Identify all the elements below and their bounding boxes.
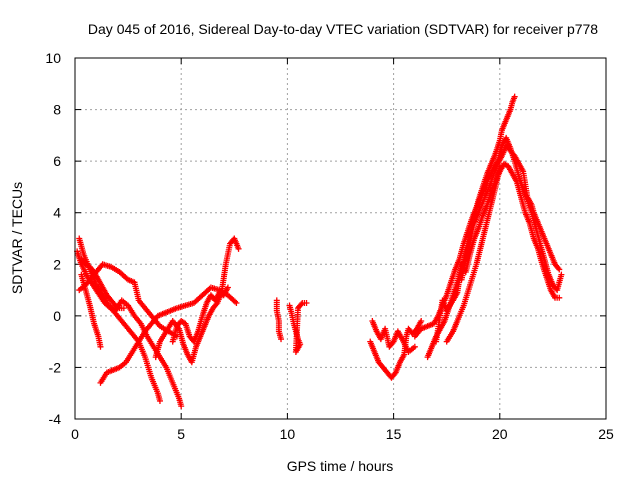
data-point [178, 403, 185, 410]
y-tick-label: -4 [49, 411, 62, 427]
data-points [74, 93, 565, 410]
x-tick-label: 5 [177, 426, 185, 442]
data-point [411, 343, 418, 350]
data-point [303, 299, 310, 306]
y-tick-label: 4 [53, 205, 61, 221]
data-point [418, 318, 425, 325]
x-tick-label: 10 [280, 426, 296, 442]
data-point [298, 301, 305, 308]
axes: 0 5 10 15 20 25 -4 -2 0 2 4 6 8 10 [45, 50, 614, 442]
y-tick-label: 10 [45, 50, 61, 66]
data-point [156, 397, 163, 404]
x-tick-label: 0 [71, 426, 79, 442]
data-point [233, 299, 240, 306]
data-point [556, 266, 563, 273]
data-point [97, 343, 104, 350]
x-tick-label: 25 [598, 426, 614, 442]
y-tick-label: 6 [53, 153, 61, 169]
y-tick-label: 0 [53, 308, 61, 324]
x-tick-label: 20 [492, 426, 508, 442]
plot-frame [74, 57, 607, 420]
data-point [120, 305, 127, 312]
data-point [213, 301, 220, 308]
chart-title: Day 045 of 2016, Sidereal Day-to-day VTE… [88, 21, 598, 37]
y-tick-label: 8 [53, 102, 61, 118]
x-tick-label: 15 [386, 426, 402, 442]
data-point [389, 339, 396, 346]
data-point [496, 163, 503, 170]
data-point [278, 336, 285, 343]
y-tick-label: -2 [49, 359, 62, 375]
grid-lines [75, 58, 606, 419]
data-point [555, 265, 562, 272]
data-point [556, 294, 563, 301]
data-point [391, 370, 398, 377]
x-axis-title: GPS time / hours [287, 458, 394, 474]
data-point [224, 284, 231, 291]
data-point [511, 93, 518, 100]
data-point [558, 271, 565, 278]
data-point [235, 245, 242, 252]
y-tick-label: 2 [53, 256, 61, 272]
y-axis-title: SDTVAR / TECUs [9, 182, 25, 294]
